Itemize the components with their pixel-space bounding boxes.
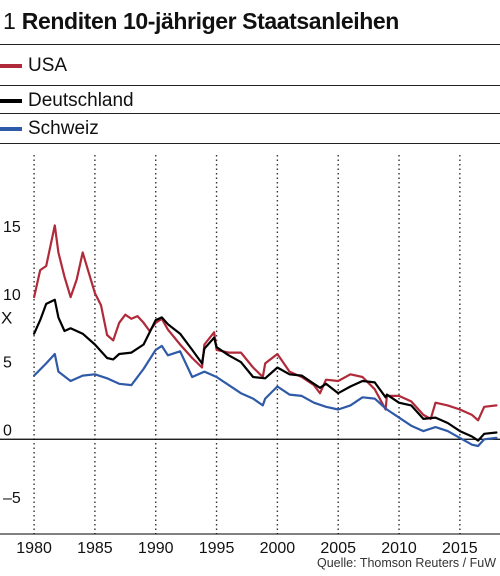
- figure-number: 1: [3, 8, 16, 34]
- source-note: Quelle: Thomson Reuters / FuW: [316, 556, 496, 570]
- series-lines: [33, 224, 498, 448]
- x-tick-label-2000: 2000: [260, 540, 296, 557]
- legend-swatch-schweiz: [0, 127, 22, 131]
- x-tick-label-2010: 2010: [381, 540, 417, 557]
- x-tick-label-1985: 1985: [77, 540, 113, 557]
- vertical-gridlines: [33, 155, 461, 534]
- series-line-usa: [33, 224, 498, 422]
- legend-label-usa: USA: [28, 55, 68, 76]
- x-tick-label-1980: 1980: [16, 540, 52, 557]
- chart-title: 1 Renditen 10-jähriger Staatsanleihen: [3, 6, 399, 36]
- y-tick-label--5: –5: [3, 490, 21, 507]
- legend-item-deutschland: Deutschland: [0, 87, 134, 115]
- y-axis-ticks: –5 0 5 10 15: [3, 219, 21, 507]
- chart-title-text: Renditen 10-jähriger Staatsanleihen: [21, 8, 400, 34]
- legend-swatch-deutschland: [0, 99, 22, 103]
- y-tick-label-5: 5: [3, 355, 12, 372]
- x-tick-label-2015: 2015: [442, 540, 478, 557]
- x-tick-label-1990: 1990: [138, 540, 174, 557]
- legend-label-deutschland: Deutschland: [28, 90, 134, 111]
- axis-marker-label: X: [1, 308, 12, 327]
- legend-item-usa: USA: [0, 52, 67, 80]
- title-divider: [0, 44, 500, 45]
- legend-label-schweiz: Schweiz: [28, 118, 99, 139]
- legend-divider-3: [0, 143, 500, 144]
- legend-swatch-usa: [0, 64, 22, 68]
- series-line-schweiz: [33, 344, 498, 448]
- y-tick-label-15: 15: [3, 219, 21, 236]
- x-tick-label-1995: 1995: [199, 540, 235, 557]
- x-axis-ticks: 1980 1985 1990 1995 2000 2005 2010 2015: [16, 540, 477, 557]
- y-tick-label-0: 0: [3, 422, 12, 439]
- y-tick-label-10: 10: [3, 287, 21, 304]
- legend-item-schweiz: Schweiz: [0, 115, 99, 143]
- series-line-deutschland: [33, 298, 498, 442]
- legend-divider-1: [0, 85, 500, 86]
- x-tick-label-2005: 2005: [320, 540, 356, 557]
- legend-divider-2: [0, 113, 500, 114]
